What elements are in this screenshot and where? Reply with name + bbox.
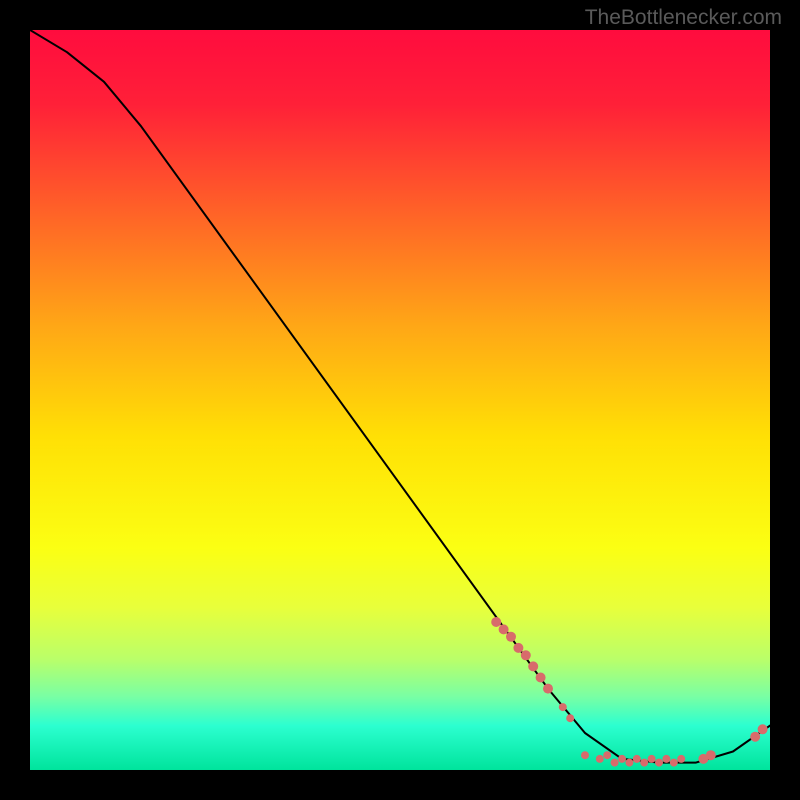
gradient-background [30,30,770,770]
scatter-point [758,724,768,734]
scatter-point [655,759,663,767]
scatter-point [559,703,567,711]
scatter-point [706,750,716,760]
scatter-point [543,684,553,694]
scatter-point [618,755,626,763]
scatter-point [677,755,685,763]
scatter-point [603,751,611,759]
scatter-point [640,759,648,767]
scatter-point [596,755,604,763]
chart-area [30,30,770,770]
scatter-point [566,714,574,722]
scatter-point [499,624,509,634]
scatter-point [581,751,589,759]
scatter-point [528,661,538,671]
watermark-text: TheBottlenecker.com [585,6,782,30]
scatter-point [662,755,670,763]
scatter-point [506,632,516,642]
chart-svg [30,30,770,770]
scatter-point [648,755,656,763]
scatter-point [491,617,501,627]
scatter-point [611,759,619,767]
scatter-point [536,673,546,683]
scatter-point [625,759,633,767]
scatter-point [513,643,523,653]
scatter-point [633,755,641,763]
scatter-point [670,759,678,767]
scatter-point [521,650,531,660]
scatter-point [750,732,760,742]
